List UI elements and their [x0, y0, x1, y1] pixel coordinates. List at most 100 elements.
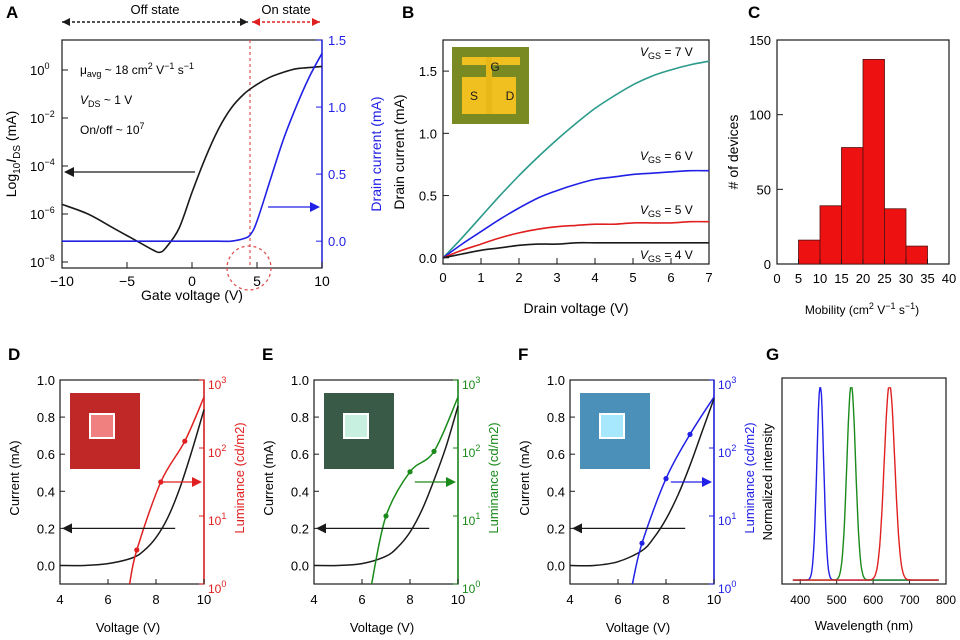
- panel-a-left-axis-arrowhead: [64, 167, 74, 177]
- panel-c-xtick-label: 15: [834, 271, 848, 286]
- panel-g-frame: [781, 377, 947, 585]
- panel-f-ytick-label: 0.4: [547, 484, 565, 499]
- panel-d-ylabel: Current (mA): [7, 440, 22, 515]
- panel-e-current-arrowhead: [316, 523, 326, 534]
- inset-drain-label: D: [506, 89, 515, 103]
- panel-a-ylabel-right: Drain current (mA): [368, 96, 384, 211]
- panel-a-xtick-label: −10: [50, 273, 74, 289]
- panel-a-xticks: −10 −5 0 5 10: [50, 262, 330, 289]
- spectrum-green: [792, 387, 939, 581]
- panel-c-xtick-label: 10: [813, 271, 827, 286]
- panel-f-luminance-marker: [687, 431, 693, 437]
- panel-c-bars: [798, 59, 928, 265]
- panel-f-luminance-arrowhead: [702, 477, 712, 487]
- panel-e-xlabel: Voltage (V): [350, 620, 414, 635]
- panel-b-ytick-label: 0.0: [419, 251, 437, 266]
- panel-e-right-ytick-label: 101: [462, 511, 480, 528]
- panel-a-vds-note: VDS ~ 1 V: [80, 93, 132, 109]
- inset-drain-pad: [492, 77, 516, 114]
- panel-d-ytick-label: 0.8: [37, 410, 55, 425]
- panel-e-xtick-label: 10: [451, 592, 465, 607]
- panel-c-ytick-label: 150: [749, 33, 771, 48]
- panel-d-xtick-label: 4: [56, 592, 63, 607]
- panel-a-ytick-label: 10−4: [30, 157, 55, 174]
- panel-e-ytick-label: 0.4: [291, 484, 309, 499]
- panel-b-ytick-label: 0.5: [419, 189, 437, 204]
- panel-b-curve-vgs7: [442, 60, 710, 259]
- panel-b-label-vgs6: VGS = 6 V: [640, 149, 693, 165]
- panel-g-xticks: 400 500 600 700 800: [790, 579, 956, 607]
- panel-f-ylabel: Current (mA): [517, 440, 532, 515]
- panel-a-ytick-label: 100: [30, 61, 49, 78]
- panel-a-letter: A: [6, 3, 18, 22]
- panel-a-ytick-label: 10−6: [30, 205, 55, 222]
- panel-g-xtick-label: 400: [790, 593, 810, 607]
- histogram-bar: [862, 59, 885, 265]
- panel-b-label-vgs7: VGS = 7 V: [640, 45, 693, 61]
- panel-b: B 0 1 2 3 4 5 6 7 0.0 0.5 1.0 1.5 Drain voltage (V…: [391, 3, 713, 316]
- panel-c-letter: C: [748, 3, 760, 22]
- panel-e-right-ytick-label: 100: [462, 579, 480, 596]
- panel-b-label-vgs4: VGS = 4 V: [640, 248, 693, 264]
- panel-g-xtick-label: 500: [827, 593, 847, 607]
- panel-e-luminance-marker: [431, 448, 437, 454]
- panel-f-right-ytick-label: 101: [718, 511, 736, 528]
- panel-f-ytick-label: 1.0: [547, 373, 565, 388]
- panel-f-xtick-label: 4: [566, 592, 573, 607]
- panel-d-ylabel-right: Luminance (cd/m2): [232, 422, 247, 533]
- panel-d-right-ytick-label: 103: [208, 375, 226, 392]
- off-state-label: Off state: [131, 2, 180, 17]
- inset-source-pad: [462, 77, 486, 114]
- panel-a-xtick-label: 5: [253, 273, 261, 289]
- panel-f-xtick-label: 8: [662, 592, 669, 607]
- panel-b-label-vgs5: VGS = 5 V: [640, 203, 693, 219]
- panel-a-log-current-curve: [61, 65, 323, 254]
- panel-e: E Current (mA) Luminance (cd/m2) Voltage…: [261, 345, 501, 635]
- panel-a-ytick-label: 10−8: [30, 253, 55, 270]
- panel-b-xtick-label: 5: [629, 270, 636, 285]
- panel-g-xtick-label: 600: [863, 593, 883, 607]
- panel-d-right-ytick-label: 101: [208, 511, 226, 528]
- panel-c-xtick-label: 0: [773, 271, 780, 286]
- panel-a-linear-current-curve: [61, 53, 323, 243]
- panel-f-current-curve: [569, 398, 715, 567]
- panel-b-curve-vgs6: [442, 169, 710, 259]
- panel-b-curve-vgs5: [442, 220, 710, 259]
- panel-b-letter: B: [402, 3, 414, 22]
- panel-a-yticks-right: 0.0 0.5 1.0 1.5: [316, 33, 346, 249]
- panel-a-right-ytick-label: 0.5: [328, 167, 346, 182]
- panel-d-xtick-label: 8: [152, 592, 159, 607]
- panel-a-xtick-label: 10: [314, 273, 330, 289]
- panel-a-yticks-left: 100 10−2 10−4 10−6 10−8: [30, 61, 68, 270]
- panel-b-frame: [442, 39, 710, 265]
- panel-f-luminance-marker: [639, 540, 645, 546]
- panel-b-xticks: 0 1 2 3 4 5 6 7: [439, 258, 713, 285]
- panel-a-right-ytick-label: 1.5: [328, 33, 346, 48]
- panel-c-xtick-label: 25: [877, 271, 891, 286]
- panel-f-current-arrowhead: [572, 523, 582, 534]
- panel-c-xtick-label: 30: [899, 271, 913, 286]
- panel-f-right-ytick-label: 100: [718, 579, 736, 596]
- panel-f-letter: F: [518, 345, 528, 364]
- panel-d-current-curve: [59, 409, 205, 567]
- panel-a-ylabel-left: Log10IDS (mA): [3, 111, 23, 198]
- inset-source-label: S: [470, 89, 478, 103]
- panel-b-ytick-label: 1.0: [419, 126, 437, 141]
- panel-f-ytick-label: 0.0: [547, 558, 565, 573]
- panel-e-luminance-marker: [407, 469, 413, 475]
- panel-c-xlabel: Mobility (cm2 V−1 s−1): [805, 301, 919, 317]
- panel-b-xlabel: Drain voltage (V): [523, 300, 628, 316]
- panel-b-device-inset: G S D: [452, 47, 529, 124]
- inset-gate-finger: [486, 57, 492, 114]
- panel-f: F Current (mA) Luminance (cd/m2) Voltage…: [517, 345, 757, 635]
- panel-e-xtick-label: 6: [358, 592, 365, 607]
- panel-d-ytick-label: 0.2: [37, 521, 55, 536]
- panel-c-yticks: 0 50 100 150: [749, 33, 783, 272]
- panel-e-ylabel-right: Luminance (cd/m2): [486, 422, 501, 533]
- panel-e-luminance-arrowhead: [446, 477, 456, 487]
- inset-gate-label: G: [490, 60, 499, 74]
- panel-d-luminance-curve: [128, 396, 205, 585]
- spectrum-red: [792, 387, 939, 581]
